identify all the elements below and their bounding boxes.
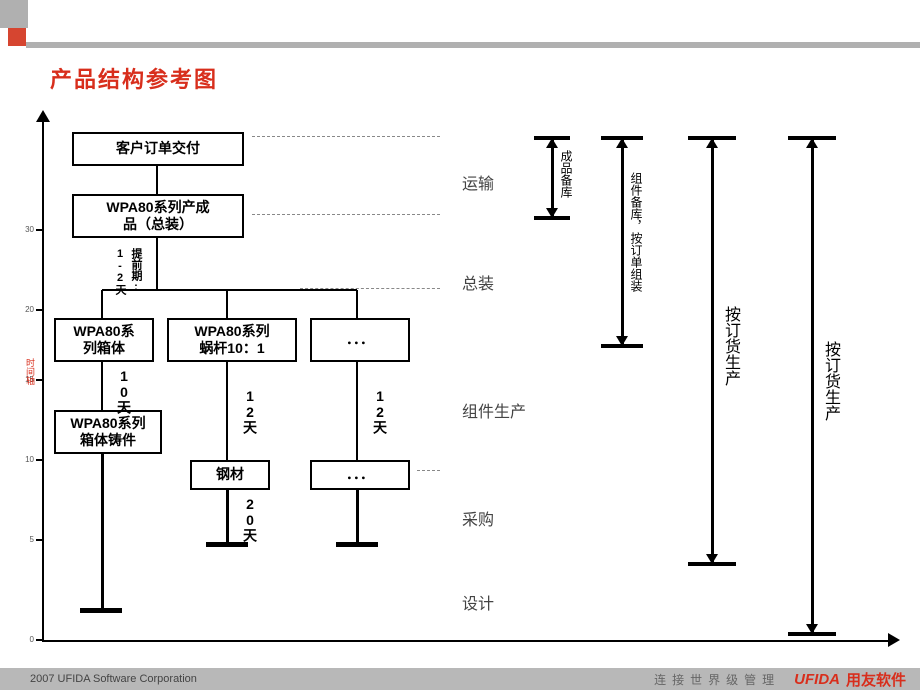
stage-label: 总装	[462, 270, 494, 294]
header-grey-square	[0, 0, 28, 28]
y-tick	[36, 379, 44, 381]
y-tick-label: 20	[22, 305, 34, 314]
range-arrow-down-icon	[806, 624, 818, 634]
duration-label: 12天	[240, 388, 260, 434]
range-arrow-up-icon	[546, 138, 558, 148]
range-label: 成品备库	[558, 150, 575, 198]
range-arrow-up-icon	[616, 138, 628, 148]
terminal-cap	[80, 608, 122, 613]
range-line	[811, 138, 814, 634]
b-worm: WPA80系列 蜗杆10：1	[167, 318, 297, 362]
range-line	[711, 138, 714, 564]
b-dots1: ．．．	[310, 318, 410, 362]
edge	[156, 166, 158, 194]
slide-root: 产品结构参考图 0510152030时间轴客户订单交付WPA80系列产成 品（总…	[0, 0, 920, 690]
edge	[356, 362, 358, 460]
y-tick-label: 30	[22, 225, 34, 234]
b-box: WPA80系 列箱体	[54, 318, 154, 362]
y-tick	[36, 229, 44, 231]
slide-title: 产品结构参考图	[50, 62, 218, 94]
stage-label: 运输	[462, 170, 494, 194]
b-steel: 钢材	[190, 460, 270, 490]
y-tick	[36, 309, 44, 311]
range-label: 组件备库，按订单组装	[628, 172, 645, 292]
edge	[226, 290, 228, 318]
y-axis-arrow	[36, 110, 50, 122]
range-arrow-up-icon	[706, 138, 718, 148]
header-decoration	[0, 0, 920, 48]
terminal-cap	[336, 542, 378, 547]
diagram-area: 0510152030时间轴客户订单交付WPA80系列产成 品（总装）WPA80系…	[22, 110, 902, 650]
terminal-cap	[206, 542, 248, 547]
stage-label: 采购	[462, 506, 494, 530]
dash-line	[417, 470, 440, 471]
footer-copyright: 2007 UFIDA Software Corporation	[0, 673, 654, 685]
y-axis-note: 时间轴	[24, 358, 37, 385]
y-tick	[36, 639, 44, 641]
y-tick-label: 10	[22, 455, 34, 464]
x-axis-arrow	[888, 633, 900, 647]
duration-label: 20天	[240, 496, 260, 542]
range-line	[621, 138, 624, 346]
duration-label: 提前期: 1-2天	[112, 248, 144, 295]
y-tick-label: 0	[22, 635, 34, 644]
dash-line	[300, 288, 440, 289]
y-tick	[36, 539, 44, 541]
range-arrow-up-icon	[806, 138, 818, 148]
b-dots2: ．．．	[310, 460, 410, 490]
header-grey-bar	[26, 42, 920, 48]
duration-label: 10天	[114, 368, 134, 414]
b-wpa80f: WPA80系列产成 品（总装）	[72, 194, 244, 238]
footer-slogan: 连接世界级管理	[654, 671, 794, 688]
edge	[101, 454, 104, 610]
range-label: 按订货生产	[718, 306, 742, 386]
range-label: 按订货生产	[818, 341, 842, 421]
edge	[101, 362, 103, 410]
b-cast: WPA80系列 箱体铸件	[54, 410, 162, 454]
edge	[156, 238, 158, 290]
y-tick-label: 5	[22, 535, 34, 544]
header-red-square	[8, 28, 26, 46]
dash-line	[252, 214, 440, 215]
range-arrow-down-icon	[546, 208, 558, 218]
edge	[101, 290, 103, 318]
stage-label: 组件生产	[462, 398, 526, 422]
footer-bar: 2007 UFIDA Software Corporation 连接世界级管理 …	[0, 668, 920, 690]
footer-brand-en: UFIDA	[794, 671, 846, 688]
range-line	[551, 138, 554, 218]
edge	[226, 490, 229, 544]
edge	[356, 490, 359, 544]
edge	[226, 362, 228, 460]
edge	[356, 290, 358, 318]
stage-label: 设计	[462, 590, 494, 614]
range-arrow-down-icon	[706, 554, 718, 564]
dash-line	[252, 136, 440, 137]
footer-brand-cn: 用友软件	[846, 669, 920, 690]
y-tick	[36, 459, 44, 461]
b-deliver: 客户订单交付	[72, 132, 244, 166]
range-arrow-down-icon	[616, 336, 628, 346]
x-axis	[42, 640, 890, 642]
duration-label: 12天	[370, 388, 390, 434]
